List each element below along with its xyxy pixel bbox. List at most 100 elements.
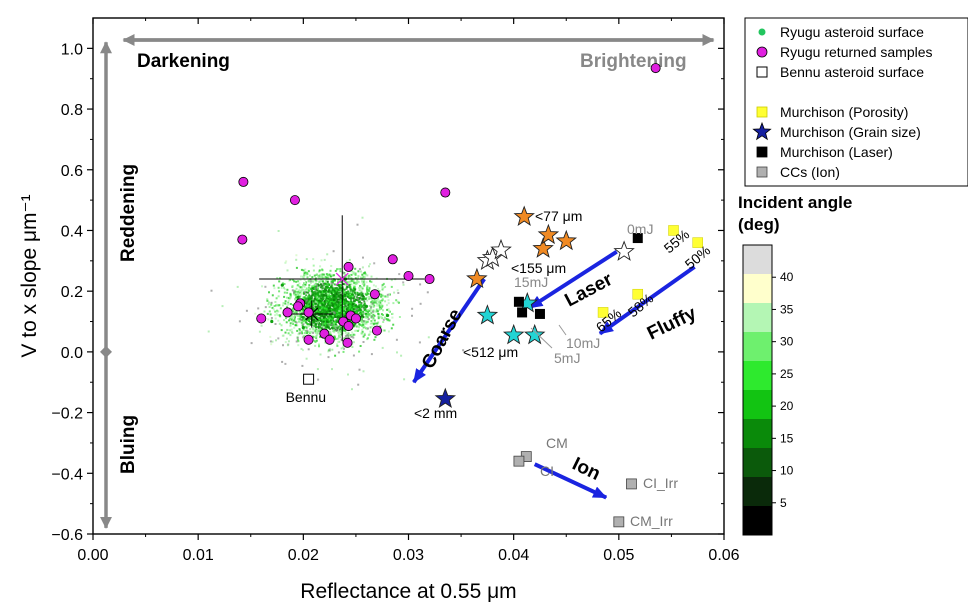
surface-dot — [360, 276, 362, 279]
x-tick-label: 0.03 — [393, 547, 424, 564]
surface-dot — [353, 295, 356, 298]
y-axis-label: V to x slope μm⁻¹ — [18, 194, 41, 357]
surface-dot — [339, 330, 342, 332]
surface-dot — [336, 300, 339, 303]
surface-dot — [342, 300, 345, 303]
surface-dot — [279, 277, 281, 280]
surface-dot — [292, 319, 295, 322]
surface-dot — [307, 297, 310, 300]
surface-dot — [361, 330, 364, 333]
surface-dot — [359, 313, 362, 315]
x-tick-label: 0.04 — [498, 547, 529, 564]
surface-dot — [307, 288, 310, 291]
surface-dot — [313, 292, 316, 295]
surface-dot — [345, 291, 348, 294]
surface-dot — [382, 314, 384, 316]
surface-dot — [321, 327, 324, 330]
surface-dot — [320, 259, 323, 262]
surface-dot — [331, 348, 334, 351]
surface-dot — [363, 302, 366, 305]
surface-dot — [380, 302, 383, 305]
surface-dot — [309, 323, 312, 326]
surface-dot — [320, 295, 323, 297]
surface-dot — [395, 338, 398, 341]
surface-dot — [298, 288, 301, 291]
surface-dot — [352, 271, 355, 273]
surface-dot — [370, 297, 373, 300]
surface-dot — [316, 312, 319, 314]
surface-dot — [390, 285, 393, 288]
surface-dot — [304, 291, 306, 294]
surface-dot — [297, 293, 299, 296]
surface-dot — [352, 341, 355, 344]
surface-dot — [360, 321, 363, 323]
surface-dot — [373, 262, 376, 265]
arrow-fluffy — [598, 265, 696, 336]
surface-dot — [297, 290, 299, 293]
surface-dot — [317, 299, 320, 302]
surface-dot — [325, 290, 328, 293]
surface-dot — [366, 299, 369, 302]
surface-dot — [318, 303, 321, 305]
surface-dot — [337, 319, 340, 322]
surface-dot — [374, 322, 377, 325]
surface-dot — [364, 298, 367, 300]
cc-ion-point — [626, 478, 637, 490]
surface-dot — [293, 293, 296, 296]
surface-dot — [339, 302, 342, 305]
surface-dot — [302, 269, 305, 272]
surface-dot — [338, 295, 341, 298]
surface-dot — [329, 288, 332, 291]
ryugu-sample-point — [303, 334, 314, 345]
surface-dot — [351, 331, 354, 334]
surface-dot — [333, 299, 335, 301]
surface-dot — [278, 280, 281, 283]
surface-dot — [347, 336, 350, 339]
surface-dot — [312, 303, 315, 306]
surface-dot — [356, 280, 359, 283]
surface-dot — [290, 318, 293, 321]
surface-dot — [298, 285, 301, 288]
surface-dot — [377, 317, 380, 320]
label-reddening: Reddening — [118, 164, 139, 262]
surface-dot — [334, 323, 337, 326]
surface-dot — [334, 290, 336, 293]
surface-dot — [328, 347, 331, 350]
surface-dot — [319, 309, 322, 312]
surface-dot — [361, 216, 364, 219]
surface-dot — [329, 328, 332, 330]
surface-dot — [304, 273, 307, 276]
surface-dot — [305, 297, 308, 300]
surface-dot — [304, 329, 307, 332]
surface-dot — [356, 292, 359, 295]
surface-dot — [317, 313, 320, 316]
surface-dot — [338, 310, 341, 312]
surface-dot — [334, 303, 337, 306]
surface-dot — [329, 302, 331, 305]
surface-dot — [328, 294, 331, 296]
surface-dot — [376, 298, 379, 301]
surface-dot — [333, 293, 336, 296]
surface-dot — [372, 284, 375, 287]
surface-dot — [358, 268, 361, 271]
surface-dot — [326, 285, 329, 288]
surface-dot — [338, 333, 341, 336]
surface-dot — [348, 297, 351, 299]
surface-dot — [355, 281, 358, 284]
surface-dot — [322, 273, 325, 276]
surface-dot — [269, 335, 272, 338]
surface-dot — [344, 297, 347, 300]
surface-dot — [332, 315, 334, 318]
surface-dot — [330, 319, 333, 322]
surface-dot — [366, 320, 369, 323]
laser-label-15mj: 15mJ — [514, 274, 548, 290]
surface-dot — [330, 318, 333, 321]
surface-dot — [348, 305, 351, 308]
ryugu-sample-point — [289, 195, 300, 206]
surface-dot — [332, 291, 335, 294]
surface-dot — [327, 350, 330, 353]
surface-dot — [315, 339, 318, 342]
surface-dot — [271, 294, 274, 297]
surface-dot — [283, 291, 286, 294]
surface-dot — [369, 330, 372, 333]
